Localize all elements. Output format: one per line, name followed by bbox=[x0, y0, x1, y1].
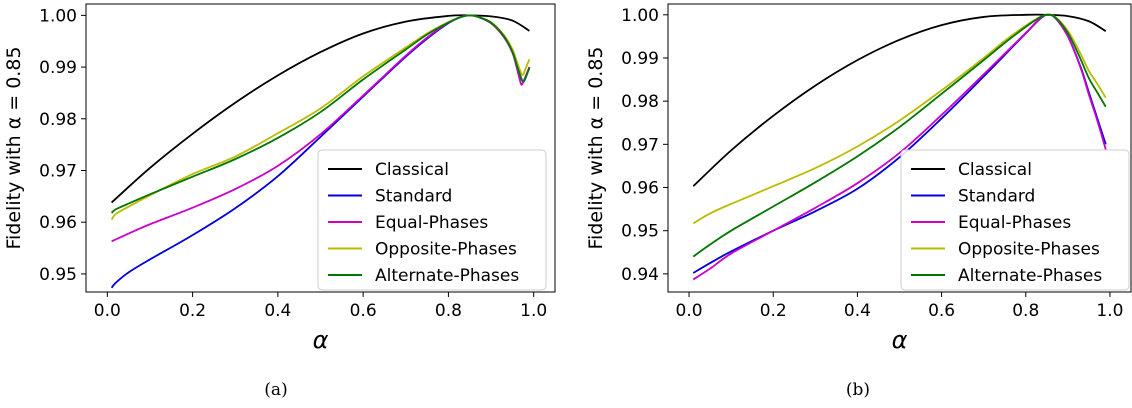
panel-caption: (b) bbox=[846, 380, 870, 400]
panel-b: 0.0 0.2 0.4 0.6 0.8 1.0 0.94 0.95 0.96 0.97 0.98 0.… bbox=[585, 3, 1132, 400]
y-axis-label: Fidelity with α = 0.85 bbox=[3, 46, 25, 249]
y-tick-label: 0.98 bbox=[39, 110, 77, 130]
y-tick-label: 1.00 bbox=[39, 6, 77, 26]
legend-label-alternate-phases: Alternate-Phases bbox=[958, 266, 1102, 286]
series-line-alternate-phases bbox=[110, 14, 531, 214]
legend-label-equal-phases: Equal-Phases bbox=[375, 213, 488, 233]
y-tick-label: 0.94 bbox=[621, 265, 659, 285]
x-tick-label: 0.6 bbox=[928, 301, 955, 321]
y-tick-label: 0.97 bbox=[621, 135, 659, 155]
x-axis-label: α bbox=[892, 326, 908, 354]
legend-label-classical: Classical bbox=[958, 160, 1032, 180]
legend-box bbox=[900, 149, 1130, 291]
x-tick-label: 0.8 bbox=[435, 301, 462, 321]
legend-label-alternate-phases: Alternate-Phases bbox=[375, 266, 519, 286]
y-tick-label: 0.96 bbox=[621, 179, 659, 199]
legend-label-opposite-phases: Opposite-Phases bbox=[958, 240, 1100, 260]
y-tick-label: 1.00 bbox=[621, 6, 659, 26]
x-tick-label: 0.0 bbox=[94, 301, 121, 321]
series-line-classical bbox=[110, 14, 530, 204]
legend-label-standard: Standard bbox=[375, 187, 452, 207]
x-tick-label: 0.4 bbox=[264, 301, 291, 321]
y-tick-label: 0.99 bbox=[39, 58, 77, 78]
panel-caption: (a) bbox=[264, 380, 287, 400]
legend-label-opposite-phases: Opposite-Phases bbox=[375, 240, 517, 260]
y-tick-label: 0.99 bbox=[621, 49, 659, 69]
y-axis-label: Fidelity with α = 0.85 bbox=[585, 46, 607, 249]
series-line-opposite-phases bbox=[692, 13, 1107, 225]
legend-label-equal-phases: Equal-Phases bbox=[958, 213, 1071, 233]
x-tick-label: 0.2 bbox=[179, 301, 206, 321]
y-tick-label: 0.96 bbox=[39, 213, 77, 233]
x-tick-label: 0.8 bbox=[1012, 301, 1039, 321]
x-tick-label: 1.0 bbox=[1096, 301, 1123, 321]
panel-a: 0.0 0.2 0.4 0.6 0.8 1.0 0.95 0.96 0.97 0.98 0.99 1.… bbox=[3, 3, 556, 400]
x-axis-label: α bbox=[313, 326, 329, 354]
x-tick-label: 0.4 bbox=[844, 301, 871, 321]
x-tick-label: 0.0 bbox=[676, 301, 703, 321]
axes-frame bbox=[667, 3, 1132, 293]
legend-label-classical: Classical bbox=[375, 160, 449, 180]
y-tick-label: 0.98 bbox=[621, 92, 659, 112]
axes-frame bbox=[85, 3, 556, 293]
x-tick-label: 0.6 bbox=[350, 301, 377, 321]
legend-box bbox=[317, 149, 547, 291]
x-tick-label: 0.2 bbox=[760, 301, 787, 321]
y-tick-label: 0.95 bbox=[621, 222, 659, 242]
series-line-alternate-phases bbox=[692, 13, 1107, 258]
y-tick-label: 0.97 bbox=[39, 161, 77, 181]
series-line-classical bbox=[692, 13, 1107, 187]
y-tick-label: 0.95 bbox=[39, 265, 77, 285]
legend-label-standard: Standard bbox=[958, 187, 1035, 207]
x-tick-label: 1.0 bbox=[520, 301, 547, 321]
series-line-equal-phases bbox=[692, 13, 1107, 281]
